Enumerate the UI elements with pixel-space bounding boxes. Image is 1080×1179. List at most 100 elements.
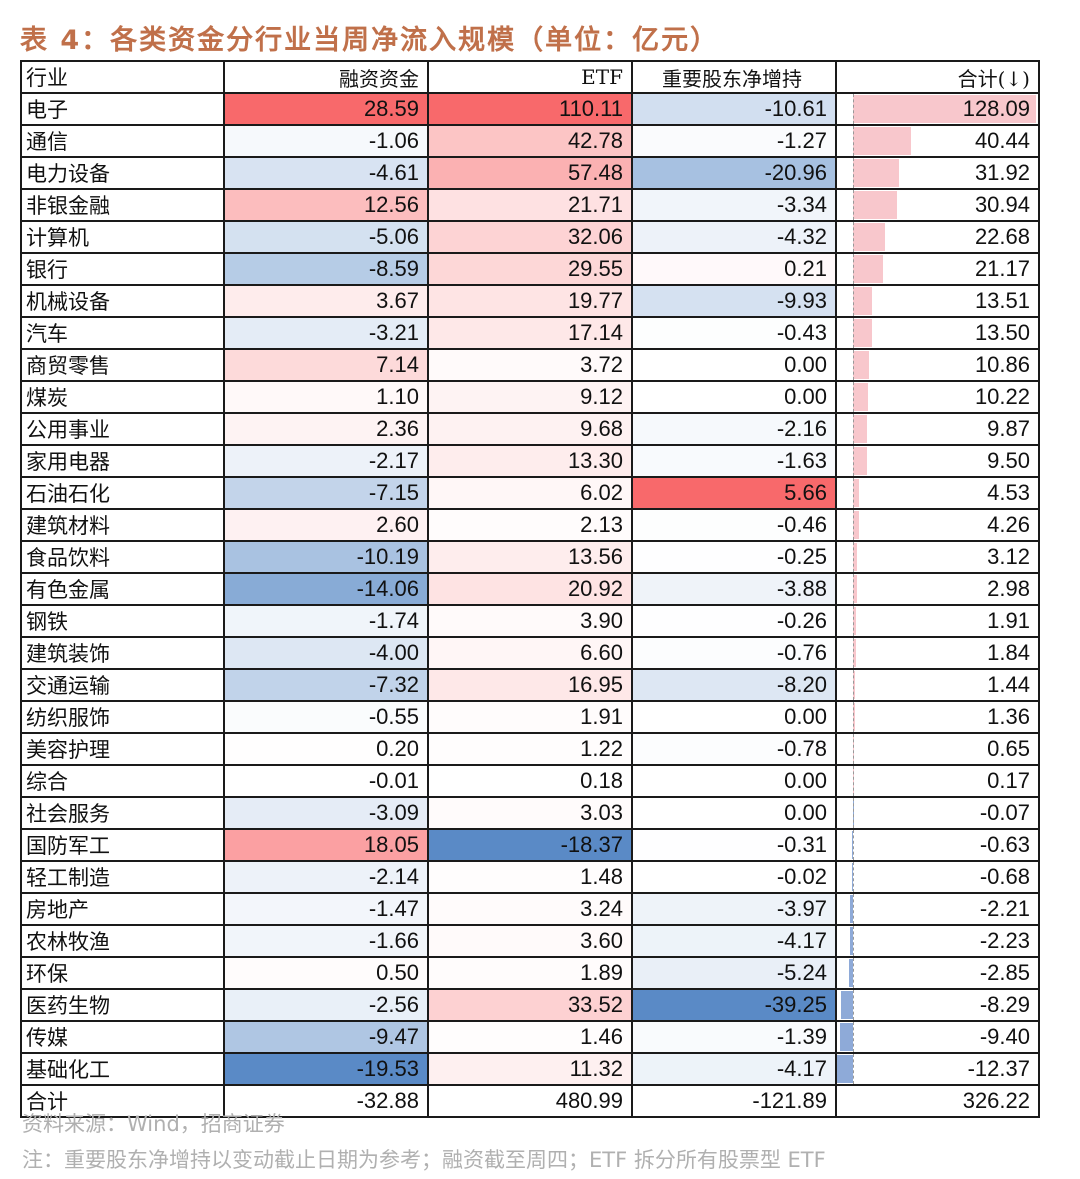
industry-name: 基础化工: [20, 1052, 225, 1086]
data-bar: [853, 543, 858, 571]
total-value: 31.92: [974, 160, 1030, 186]
margin-value: 0.50: [223, 956, 429, 990]
industry-name: 综合: [20, 764, 225, 798]
total-value: 326.22: [962, 1088, 1030, 1114]
margin-value: -1.47: [223, 892, 429, 926]
table-row: 传媒 -9.47 1.46 -1.39 -9.40: [20, 1020, 1040, 1054]
industry-name: 房地产: [20, 892, 225, 926]
bar-axis: [853, 959, 854, 987]
industry-name: 建筑材料: [20, 508, 225, 542]
holder-value: -2.16: [631, 412, 837, 446]
total-value-cell: 9.87: [835, 412, 1040, 446]
total-value: 40.44: [974, 128, 1030, 154]
bar-axis: [853, 223, 854, 251]
bar-axis: [853, 351, 854, 379]
bar-axis: [853, 991, 854, 1019]
source-note: 资料来源：Wind，招商证券: [22, 1112, 285, 1136]
industry-name: 农林牧渔: [20, 924, 225, 958]
table-row: 机械设备 3.67 19.77 -9.93 13.51: [20, 284, 1040, 318]
holder-value: -4.32: [631, 220, 837, 254]
etf-value: 3.90: [427, 604, 633, 638]
data-bar: [853, 127, 911, 155]
table-row: 有色金属 -14.06 20.92 -3.88 2.98: [20, 572, 1040, 606]
bar-axis: [853, 767, 854, 795]
margin-value: 28.59: [223, 92, 429, 126]
table-row: 社会服务 -3.09 3.03 0.00 -0.07: [20, 796, 1040, 830]
bar-axis: [853, 255, 854, 283]
industry-name: 美容护理: [20, 732, 225, 766]
total-value-cell: -2.85: [835, 956, 1040, 990]
margin-value: 0.20: [223, 732, 429, 766]
margin-value: -19.53: [223, 1052, 429, 1086]
etf-value: 480.99: [427, 1084, 633, 1118]
industry-name: 社会服务: [20, 796, 225, 830]
table-row: 钢铁 -1.74 3.90 -0.26 1.91: [20, 604, 1040, 638]
total-value-cell: 10.86: [835, 348, 1040, 382]
data-bar: [853, 191, 898, 219]
table-row: 商贸零售 7.14 3.72 0.00 10.86: [20, 348, 1040, 382]
data-bar: [853, 255, 884, 283]
bar-axis: [853, 383, 854, 411]
holder-value: -3.88: [631, 572, 837, 606]
total-value-cell: -2.23: [835, 924, 1040, 958]
total-value: -12.37: [967, 1056, 1030, 1082]
holder-value: -1.27: [631, 124, 837, 158]
margin-value: 2.60: [223, 508, 429, 542]
header-etf: ETF: [427, 60, 633, 94]
holder-value: -39.25: [631, 988, 837, 1022]
holder-value: -1.39: [631, 1020, 837, 1054]
data-bar: [848, 959, 853, 987]
margin-value: -32.88: [223, 1084, 429, 1118]
holder-value: -0.26: [631, 604, 837, 638]
etf-value: 1.22: [427, 732, 633, 766]
total-value-cell: 9.50: [835, 444, 1040, 478]
total-value: 128.09: [962, 96, 1030, 122]
margin-value: -1.74: [223, 604, 429, 638]
data-bar: [853, 383, 868, 411]
bar-axis: [853, 703, 854, 731]
total-value: -2.85: [979, 960, 1030, 986]
data-bar: [853, 351, 869, 379]
data-bar: [853, 287, 873, 315]
etf-value: 3.72: [427, 348, 633, 382]
total-value: -0.68: [979, 864, 1030, 890]
etf-value: 1.89: [427, 956, 633, 990]
total-value-cell: -0.63: [835, 828, 1040, 862]
total-value-cell: 22.68: [835, 220, 1040, 254]
bar-axis: [853, 671, 854, 699]
total-value-cell: 1.91: [835, 604, 1040, 638]
total-value: 1.91: [987, 608, 1030, 634]
bar-axis: [853, 287, 854, 315]
table-row: 建筑材料 2.60 2.13 -0.46 4.26: [20, 508, 1040, 542]
table-row: 食品饮料 -10.19 13.56 -0.25 3.12: [20, 540, 1040, 574]
margin-value: -2.14: [223, 860, 429, 894]
table-row: 电子 28.59 110.11 -10.61 128.09: [20, 92, 1040, 126]
margin-value: -2.56: [223, 988, 429, 1022]
holder-value: 0.00: [631, 348, 837, 382]
etf-value: 20.92: [427, 572, 633, 606]
total-value-cell: 4.53: [835, 476, 1040, 510]
table-row: 交通运输 -7.32 16.95 -8.20 1.44: [20, 668, 1040, 702]
header-margin: 融资资金: [223, 60, 429, 94]
industry-name: 钢铁: [20, 604, 225, 638]
etf-value: 1.46: [427, 1020, 633, 1054]
bar-axis: [853, 543, 854, 571]
etf-value: 3.60: [427, 924, 633, 958]
data-bar: [852, 863, 853, 891]
total-value-cell: -2.21: [835, 892, 1040, 926]
margin-value: 1.10: [223, 380, 429, 414]
header-row: 行业 融资资金 ETF 重要股东净增持 合计(↓): [20, 60, 1040, 94]
industry-name: 建筑装饰: [20, 636, 225, 670]
holder-value: -5.24: [631, 956, 837, 990]
industry-name: 银行: [20, 252, 225, 286]
header-total-sorted[interactable]: 合计(↓): [835, 60, 1040, 94]
holder-value: -0.02: [631, 860, 837, 894]
industry-name: 煤炭: [20, 380, 225, 414]
holder-value: 0.00: [631, 700, 837, 734]
total-value-cell: 30.94: [835, 188, 1040, 222]
footnote: 注：重要股东净增持以变动截止日期为参考；融资截至周四；ETF 拆分所有股票型 E…: [22, 1148, 826, 1172]
holder-value: -0.78: [631, 732, 837, 766]
total-value-cell: 13.50: [835, 316, 1040, 350]
data-bar: [838, 1055, 853, 1083]
table-title: 表 4：各类资金分行业当周净流入规模（单位：亿元）: [20, 25, 720, 56]
